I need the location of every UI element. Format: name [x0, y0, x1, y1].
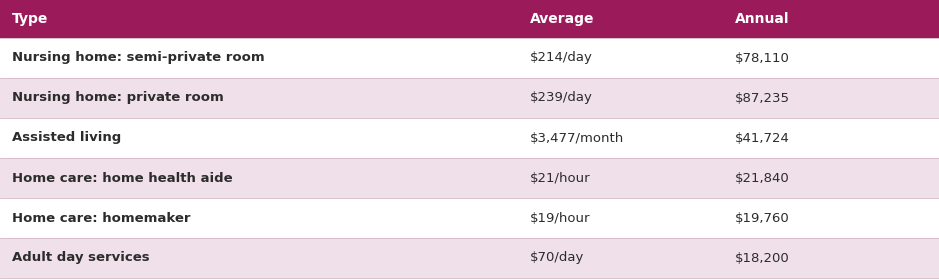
- Text: Nursing home: private room: Nursing home: private room: [12, 92, 223, 104]
- Bar: [0, 78, 939, 118]
- Text: $70/day: $70/day: [530, 251, 584, 265]
- Bar: [0, 38, 939, 78]
- Text: $78,110: $78,110: [735, 52, 790, 64]
- Bar: [0, 0, 939, 38]
- Text: $3,477/month: $3,477/month: [530, 132, 624, 144]
- Text: Assisted living: Assisted living: [12, 132, 121, 144]
- Text: $214/day: $214/day: [530, 52, 593, 64]
- Text: Average: Average: [530, 12, 594, 26]
- Bar: [0, 238, 939, 278]
- Text: Home care: homemaker: Home care: homemaker: [12, 211, 191, 225]
- Text: $87,235: $87,235: [735, 92, 790, 104]
- Bar: [0, 158, 939, 198]
- Text: $19,760: $19,760: [735, 211, 790, 225]
- Text: Home care: home health aide: Home care: home health aide: [12, 171, 233, 185]
- Text: $21,840: $21,840: [735, 171, 790, 185]
- Text: Type: Type: [12, 12, 49, 26]
- Text: $239/day: $239/day: [530, 92, 593, 104]
- Text: $19/hour: $19/hour: [530, 211, 591, 225]
- Text: Annual: Annual: [735, 12, 790, 26]
- Text: Adult day services: Adult day services: [12, 251, 149, 265]
- Text: $21/hour: $21/hour: [530, 171, 591, 185]
- Text: Nursing home: semi-private room: Nursing home: semi-private room: [12, 52, 265, 64]
- Text: $18,200: $18,200: [735, 251, 790, 265]
- Bar: [0, 118, 939, 158]
- Bar: [0, 198, 939, 238]
- Text: $41,724: $41,724: [735, 132, 790, 144]
